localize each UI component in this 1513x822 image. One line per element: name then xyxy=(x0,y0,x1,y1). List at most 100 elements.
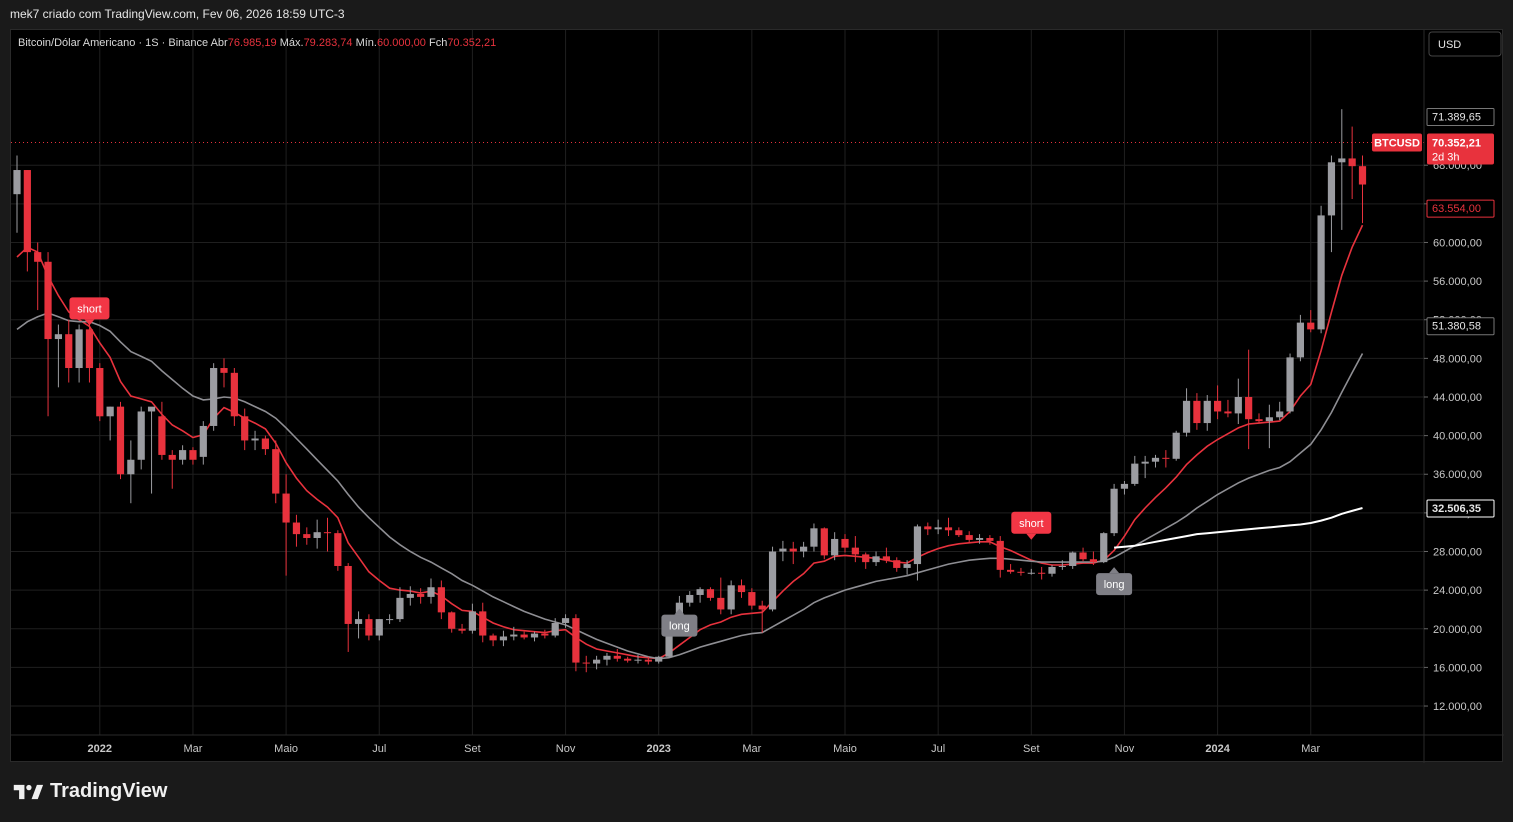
candle xyxy=(427,578,435,604)
candle-body xyxy=(1038,572,1046,574)
x-tick-label: Mar xyxy=(742,743,761,755)
candle-body xyxy=(768,551,777,610)
x-tick-label: Nov xyxy=(556,743,576,755)
candle-body xyxy=(882,556,890,561)
candle-body xyxy=(706,589,715,598)
y-tick-label: 28.000,00 xyxy=(1433,547,1482,559)
candle-body xyxy=(54,334,62,340)
candle xyxy=(572,614,580,672)
candle xyxy=(1162,450,1170,468)
candle xyxy=(489,633,497,647)
candle-body xyxy=(499,636,508,641)
candle-body xyxy=(168,454,176,460)
candle-body xyxy=(251,438,259,441)
candle xyxy=(1255,413,1263,424)
candle-body xyxy=(458,628,466,631)
candle xyxy=(1182,388,1191,437)
candle xyxy=(1327,155,1336,253)
candle-body xyxy=(613,655,621,659)
x-tick-label: Maio xyxy=(274,743,298,755)
candle-body xyxy=(924,526,932,530)
candle xyxy=(800,541,808,558)
candle xyxy=(1131,455,1139,486)
candle xyxy=(168,450,176,489)
candle xyxy=(189,447,197,465)
candle xyxy=(458,623,466,634)
candle-body xyxy=(147,406,156,412)
candle xyxy=(748,588,756,610)
symbol-tag-box xyxy=(1372,133,1422,152)
candle-body xyxy=(13,170,21,195)
candle xyxy=(230,368,238,426)
candle xyxy=(1120,481,1129,495)
currency-label: USD xyxy=(1438,39,1461,51)
candle xyxy=(593,655,601,670)
y-tick-label: 40.000,00 xyxy=(1433,431,1482,443)
candle xyxy=(479,602,487,643)
candle-body xyxy=(85,329,94,369)
candle xyxy=(261,435,269,455)
candle-body xyxy=(1193,400,1201,424)
legend-line: Bitcoin/Dólar Americano · 1S · Binance A… xyxy=(18,37,496,49)
candle-body xyxy=(655,656,663,662)
candle-body xyxy=(1224,411,1232,414)
candle-body xyxy=(448,612,456,629)
candle-body xyxy=(717,597,725,610)
signal-text: long xyxy=(669,621,690,633)
signal-short: short xyxy=(69,297,110,326)
chart-panel[interactable]: short long short long 12.000,00 16.000,00 20.… xyxy=(10,29,1504,763)
grid-layer xyxy=(11,30,1424,735)
candle xyxy=(862,552,870,569)
candlestick-chart[interactable]: short long short long 12.000,00 16.000,00 20.… xyxy=(11,30,1504,763)
candle-body xyxy=(1007,569,1015,572)
candle xyxy=(344,563,352,652)
candle-body xyxy=(810,528,818,547)
candle-body xyxy=(872,556,880,563)
candle xyxy=(975,534,984,544)
candle xyxy=(1338,109,1346,230)
candle-body xyxy=(572,618,580,663)
signal-long: long xyxy=(1096,567,1133,596)
candle xyxy=(303,527,311,545)
candle-body xyxy=(323,532,332,534)
candle xyxy=(179,445,187,465)
candle-body xyxy=(116,406,125,475)
candle xyxy=(655,655,663,664)
candle-body xyxy=(551,622,559,636)
candle xyxy=(603,652,611,666)
price-label: 32.506,35 xyxy=(1432,503,1481,515)
candle xyxy=(893,557,901,572)
candle xyxy=(903,560,911,575)
candle xyxy=(1058,560,1066,570)
y-tick-label: 16.000,00 xyxy=(1433,662,1482,674)
candle-body xyxy=(510,634,518,637)
signal-short: short xyxy=(1011,511,1052,540)
candle-body xyxy=(241,416,249,441)
candle-body xyxy=(944,527,953,531)
y-tick-label: 56.000,00 xyxy=(1433,276,1482,288)
signal-pointer xyxy=(1026,533,1037,540)
x-tick-label: 2022 xyxy=(88,743,112,755)
tradingview-logo-icon xyxy=(13,784,44,799)
candle-body xyxy=(313,532,321,538)
candle-body xyxy=(541,633,549,636)
y-tick-label: 44.000,00 xyxy=(1433,392,1482,404)
tradingview-logo[interactable]: TradingView xyxy=(12,780,167,803)
ema_slow-line xyxy=(16,312,1364,660)
candle-body xyxy=(986,537,994,541)
candle-body xyxy=(1058,565,1066,567)
candle-body xyxy=(1141,461,1149,464)
candle xyxy=(386,614,394,624)
candle-body xyxy=(137,411,145,460)
candle xyxy=(789,541,797,565)
candle xyxy=(551,618,559,638)
candle-body xyxy=(65,334,73,369)
candle-body xyxy=(354,619,363,624)
candle xyxy=(520,631,528,640)
candle-body xyxy=(1162,457,1170,459)
candle-body xyxy=(1234,396,1242,414)
x-tick-label: Mar xyxy=(183,743,202,755)
candle xyxy=(54,324,62,388)
legend-close: 70.352,21 xyxy=(447,37,496,49)
plot-area xyxy=(11,30,1424,735)
